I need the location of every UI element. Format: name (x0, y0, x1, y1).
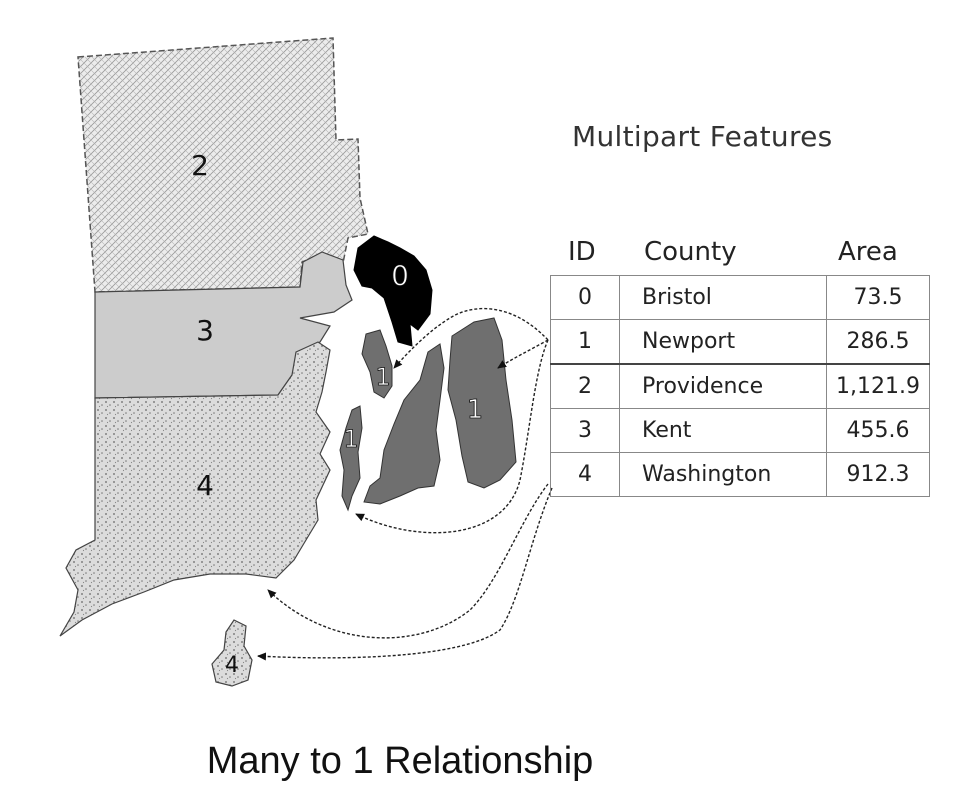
newport-county-jamestown-island (339, 405, 363, 512)
newport-right-label: 1 (467, 395, 484, 425)
table-row: 2 Providence 1,121.9 (550, 363, 930, 409)
cell-area: 912.3 (826, 452, 930, 497)
cell-area: 73.5 (826, 275, 930, 320)
washington-block-label: 4 (225, 653, 239, 678)
cell-county: Providence (619, 363, 827, 409)
arrow-to-washington-main (267, 483, 549, 639)
arrow-to-washington-block (257, 487, 553, 661)
washington-county-block-island (211, 619, 253, 687)
table-row: 0 Bristol 73.5 (550, 275, 930, 320)
table-row: 1 Newport 286.5 (550, 319, 930, 365)
cell-county: Bristol (619, 275, 827, 320)
washington-main-label: 4 (196, 469, 214, 502)
cell-id: 3 (550, 408, 620, 453)
cell-county: Newport (619, 319, 827, 365)
newport-county-aquidneck-island (363, 343, 445, 505)
header-county: County (644, 237, 737, 267)
header-id: ID (568, 237, 596, 267)
newport-left-label: 1 (343, 425, 358, 453)
table-title: Multipart Features (572, 120, 833, 153)
newport-county-prudence-island (361, 329, 393, 399)
cell-id: 0 (550, 275, 620, 320)
header-area: Area (838, 237, 898, 267)
arrow-to-newport-tiverton (497, 339, 549, 369)
cell-id: 4 (550, 452, 620, 497)
bristol-label: 0 (391, 259, 409, 292)
table-header-row: ID County Area (550, 233, 930, 275)
cell-area: 1,121.9 (826, 363, 930, 409)
cell-id: 1 (550, 319, 620, 365)
providence-label: 2 (191, 149, 209, 182)
table-row: 3 Kent 455.6 (550, 408, 930, 453)
cell-area: 455.6 (826, 408, 930, 453)
table-row: 4 Washington 912.3 (550, 452, 930, 497)
arrow-to-newport-jamestown (355, 339, 549, 534)
attribute-table: 0 Bristol 73.5 1 Newport 286.5 2 Provide… (550, 275, 930, 497)
kent-label: 3 (196, 314, 214, 347)
bristol-county-region (353, 235, 433, 347)
cell-county: Kent (619, 408, 827, 453)
cell-area: 286.5 (826, 319, 930, 365)
washington-county-main-region (59, 341, 331, 637)
cell-county: Washington (619, 452, 827, 497)
cell-id: 2 (550, 363, 620, 409)
diagram-caption: Many to 1 Relationship (206, 740, 594, 782)
newport-mid-label: 1 (375, 363, 390, 391)
